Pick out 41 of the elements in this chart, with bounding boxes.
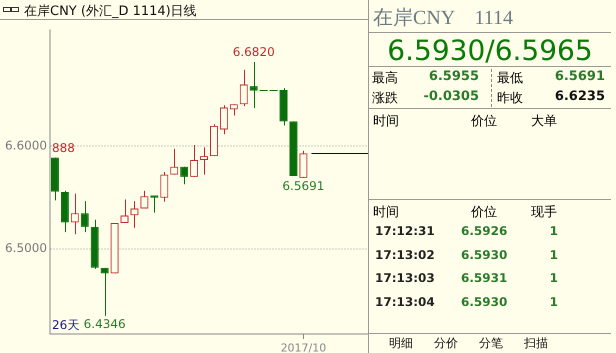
- text: 17:13:04: [375, 294, 435, 308]
- text: 时间: [373, 204, 399, 221]
- y-tick-label: 6.6000: [5, 138, 47, 152]
- text: 明细: [389, 335, 413, 352]
- text: 价位: [471, 204, 497, 221]
- text: 6.5930/6.5965: [386, 34, 594, 67]
- text: 现手: [531, 204, 557, 221]
- x-tick-label: 2017/10: [280, 341, 326, 353]
- text: 大单: [531, 113, 557, 130]
- annotation: 6.4346: [84, 317, 126, 332]
- text: 17:12:31: [375, 224, 435, 238]
- text: 1: [550, 271, 558, 285]
- text: 1: [550, 248, 558, 262]
- text: 1: [550, 294, 558, 308]
- text: 分笔: [479, 335, 503, 352]
- annotation: 6.5691: [282, 179, 324, 194]
- text: 6.5930: [461, 248, 508, 262]
- text: 6.5955: [428, 69, 479, 84]
- text: 6.5931: [461, 271, 508, 285]
- text: 昨收: [497, 90, 523, 107]
- text: 价位: [471, 113, 497, 130]
- text: 分价: [434, 335, 458, 352]
- text: 6.5691: [554, 69, 605, 84]
- text: 时间: [373, 113, 399, 130]
- annotation: 6.6820: [232, 45, 275, 60]
- text: 在岸CNY 1114: [373, 6, 513, 31]
- text: 1: [550, 224, 558, 238]
- text: -0.0305: [423, 89, 479, 104]
- text: 17:13:03: [375, 271, 435, 285]
- chart-title: 在岸CNY (外汇_D 1114)日线: [24, 3, 197, 20]
- text: 涨跌: [372, 90, 398, 107]
- text: 6.6235: [554, 89, 605, 104]
- annotation: 888: [52, 140, 75, 155]
- text: 最高: [372, 70, 398, 87]
- annotation: 26天: [52, 318, 80, 332]
- text: 扫描: [524, 335, 548, 352]
- text: 6.5930: [461, 294, 508, 308]
- text: 6.5926: [461, 224, 508, 238]
- text: 最低: [497, 70, 523, 87]
- text: 17:13:02: [375, 248, 435, 262]
- y-tick-label: 6.5000: [5, 240, 47, 255]
